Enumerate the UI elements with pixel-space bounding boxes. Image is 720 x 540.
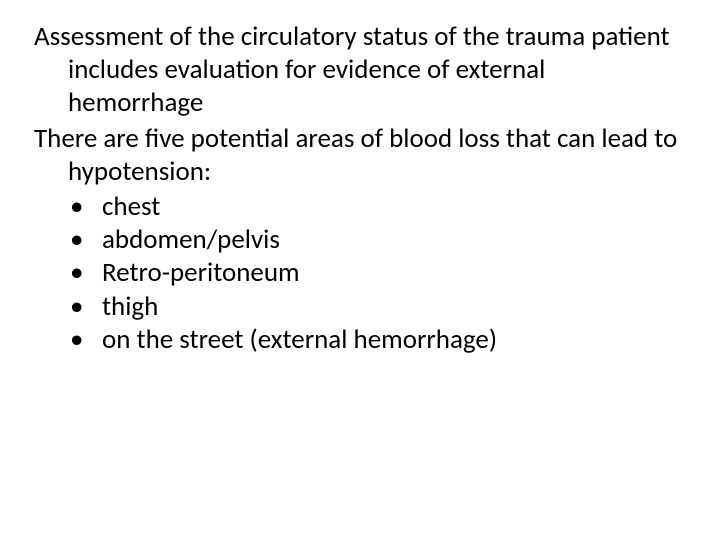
list-item: thigh <box>34 290 686 323</box>
paragraph-2: There are five potential areas of blood … <box>34 122 686 188</box>
list-item: abdomen/pelvis <box>34 223 686 256</box>
list-item: on the street (external hemorrhage) <box>34 323 686 356</box>
list-item: chest <box>34 190 686 223</box>
paragraph-1: Assessment of the circulatory status of … <box>34 20 686 120</box>
bullet-list: chest abdomen/pelvis Retro-peritoneum th… <box>34 190 686 356</box>
list-item: Retro-peritoneum <box>34 256 686 289</box>
